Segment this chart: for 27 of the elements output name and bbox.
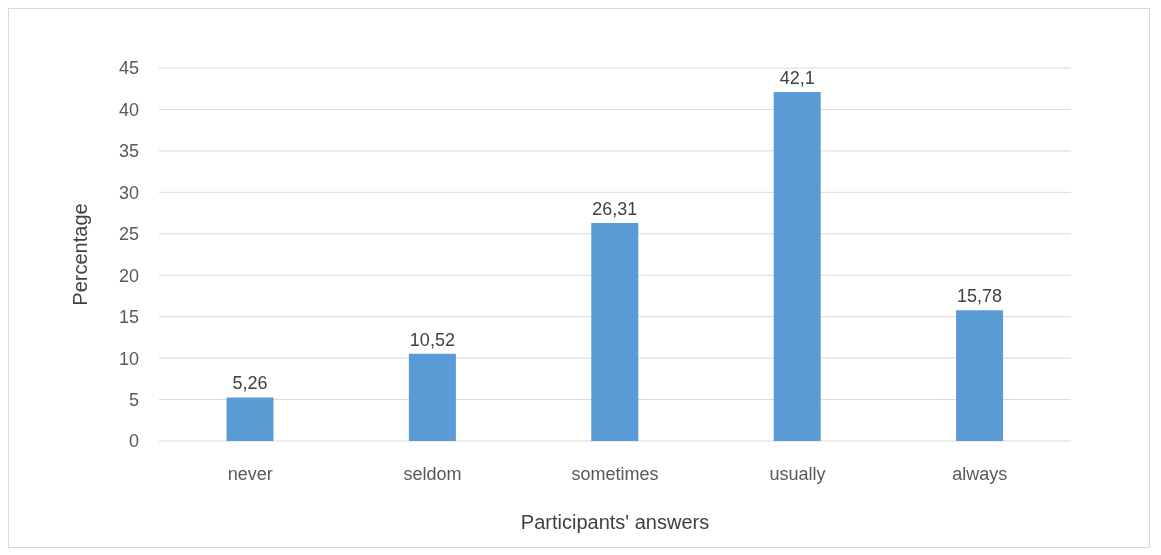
x-tick-label: usually [769, 463, 826, 484]
data-label: 10,52 [409, 329, 455, 350]
y-tick-label: 40 [118, 99, 139, 120]
data-label: 42,1 [779, 68, 815, 89]
y-tick-label: 45 [118, 58, 139, 79]
x-tick-label: always [952, 463, 1008, 484]
bar [591, 222, 639, 441]
bar [408, 353, 456, 441]
y-tick-label: 15 [118, 307, 139, 328]
bar [956, 310, 1004, 441]
x-tick-label: seldom [403, 463, 462, 484]
y-tick-label: 25 [118, 224, 139, 245]
x-tick-label: never [227, 463, 273, 484]
y-tick-label: 30 [118, 182, 139, 203]
bar [226, 397, 274, 441]
x-tick-label: sometimes [571, 463, 659, 484]
x-axis-title: Participants' answers [520, 511, 710, 533]
y-tick-label: 10 [118, 348, 139, 369]
y-tick-label: 5 [128, 389, 139, 410]
y-tick-label: 20 [118, 265, 139, 286]
data-label: 26,31 [592, 198, 638, 219]
bar [773, 92, 821, 441]
y-tick-label: 0 [128, 431, 139, 452]
y-axis-title: Percentage [69, 203, 92, 306]
data-label: 15,78 [957, 286, 1003, 307]
y-tick-label: 35 [118, 141, 139, 162]
data-label: 5,26 [232, 373, 268, 394]
